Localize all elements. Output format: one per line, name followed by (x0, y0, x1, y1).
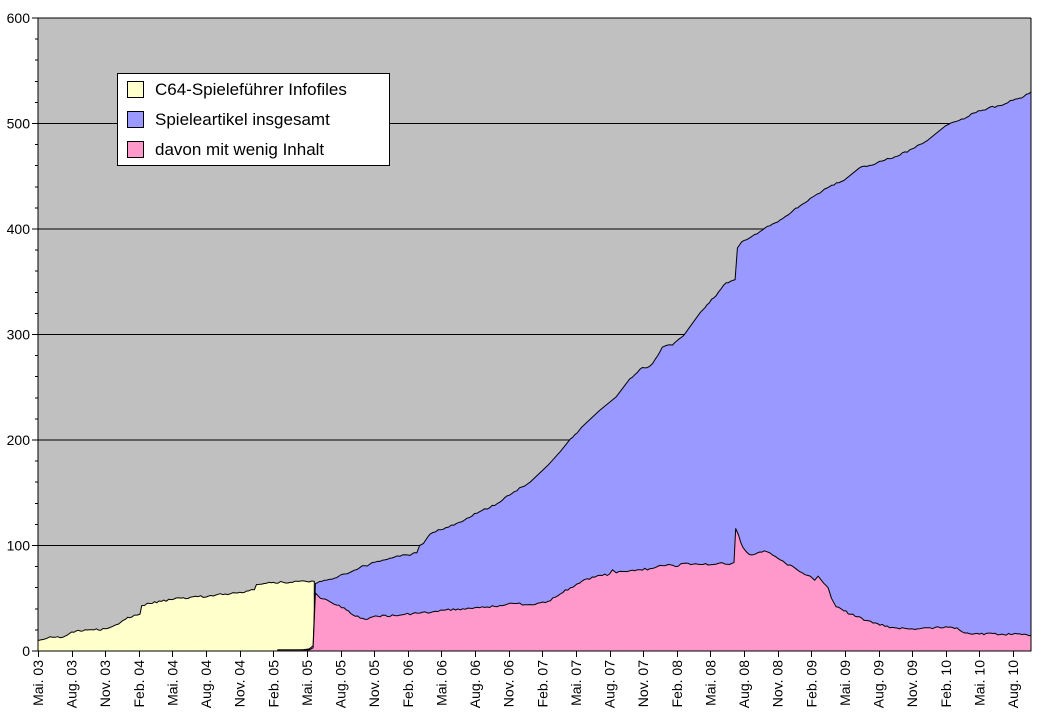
x-tick-label: Aug. 08 (736, 660, 752, 708)
x-tick-label: Nov. 03 (97, 660, 113, 707)
x-tick-label: Mai. 06 (434, 660, 450, 706)
x-tick-label: Mai. 07 (568, 660, 584, 706)
x-tick-label: Mai. 04 (165, 660, 181, 706)
x-tick-label: Feb. 09 (803, 660, 819, 708)
chart-legend: C64-Spieleführer Infofiles Spieleartikel… (117, 73, 390, 166)
y-tick-label: 400 (7, 221, 31, 237)
legend-item-spieleartikel: Spieleartikel insgesamt (127, 104, 389, 134)
x-tick-label: Nov. 05 (366, 660, 382, 707)
y-tick-label: 0 (22, 643, 30, 659)
series-wenig-inhalt (277, 528, 1032, 652)
x-tick-label: Mai. 03 (30, 660, 46, 706)
x-tick-label: Nov. 09 (904, 660, 920, 707)
legend-swatch-spieleartikel (127, 110, 144, 128)
x-axis-labels: Mai. 03 Aug. 03 Nov. 03 Feb. 04 Mai. 04 Aug. … (30, 660, 1021, 708)
series-spieleartikel (277, 91, 1032, 652)
x-axis-ticks (38, 651, 1014, 657)
legend-label-spieleartikel: Spieleartikel insgesamt (155, 109, 330, 129)
x-tick-label: Feb. 07 (534, 660, 550, 708)
x-tick-label: Mai. 10 (971, 660, 987, 706)
legend-label-wenig-inhalt: davon mit wenig Inhalt (155, 140, 325, 160)
y-tick-label: 500 (7, 116, 31, 132)
x-tick-label: Feb. 04 (131, 660, 147, 708)
x-tick-label: Aug. 06 (467, 660, 483, 708)
y-tick-label: 600 (7, 10, 31, 26)
x-tick-label: Aug. 03 (64, 660, 80, 708)
x-tick-label: Aug. 10 (1005, 660, 1021, 708)
series-infofiles (37, 580, 315, 652)
x-tick-label: Aug. 09 (871, 660, 887, 708)
x-tick-label: Feb. 08 (669, 660, 685, 708)
x-tick-label: Aug. 05 (333, 660, 349, 708)
legend-item-infofiles: C64-Spieleführer Infofiles (127, 74, 389, 104)
x-tick-label: Nov. 06 (501, 660, 517, 707)
legend-swatch-infofiles (127, 80, 144, 98)
legend-item-wenig-inhalt: davon mit wenig Inhalt (127, 135, 389, 165)
x-tick-label: Nov. 08 (770, 660, 786, 707)
x-tick-label: Aug. 04 (198, 660, 214, 708)
x-tick-label: Mai. 09 (837, 660, 853, 706)
x-tick-label: Feb. 10 (938, 660, 954, 708)
x-tick-label: Mai. 08 (703, 660, 719, 706)
legend-label-infofiles: C64-Spieleführer Infofiles (155, 79, 347, 99)
x-tick-label: Feb. 05 (265, 660, 281, 708)
x-tick-label: Nov. 04 (232, 660, 248, 707)
legend-swatch-wenig-inhalt (127, 141, 144, 159)
y-tick-label: 300 (7, 327, 31, 343)
y-axis-labels: 0 100 200 300 400 500 600 (7, 10, 31, 659)
x-tick-label: Mai. 05 (299, 660, 315, 706)
x-tick-label: Nov. 07 (635, 660, 651, 707)
y-tick-label: 200 (7, 432, 31, 448)
x-tick-label: Aug. 07 (602, 660, 618, 708)
y-axis-ticks (32, 17, 38, 652)
x-tick-label: Feb. 06 (400, 660, 416, 708)
y-tick-label: 100 (7, 538, 31, 554)
